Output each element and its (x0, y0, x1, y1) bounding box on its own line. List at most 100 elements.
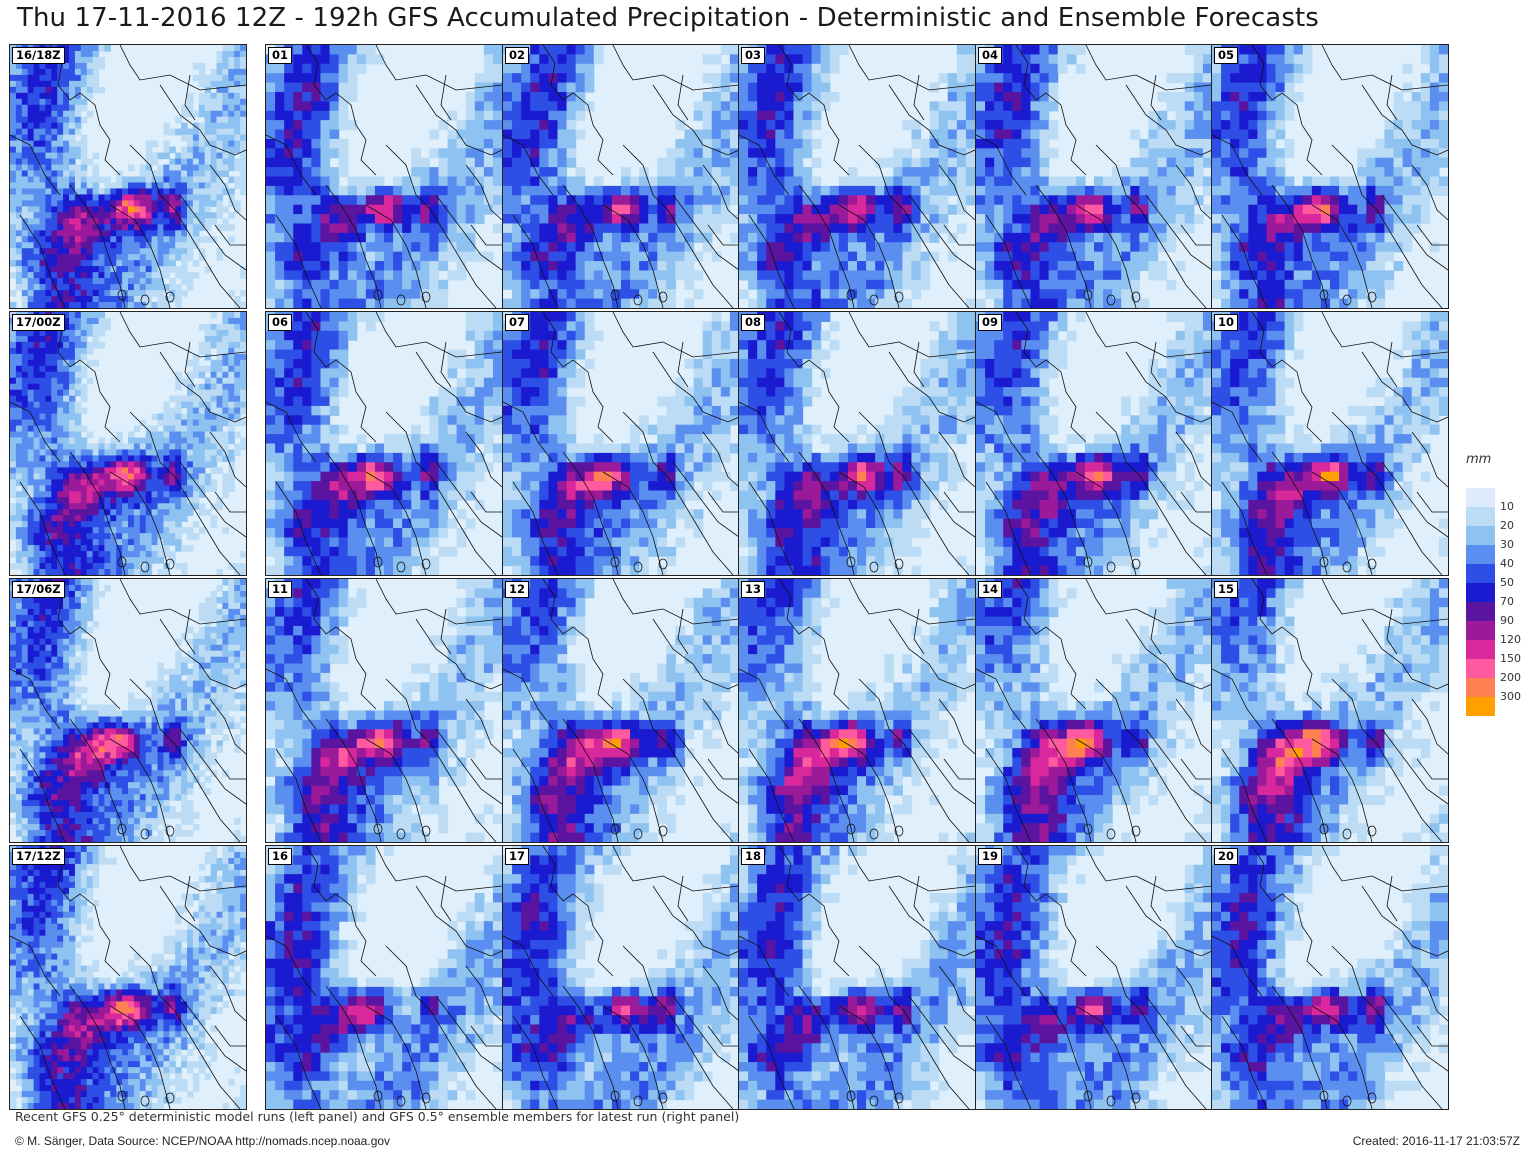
island-outline (610, 1090, 620, 1102)
forecast-panel: 17/12Z (9, 845, 247, 1110)
country-border (1125, 885, 1212, 957)
precipitation-map (10, 45, 246, 308)
island-outline (1106, 1095, 1116, 1107)
island-outline (1342, 561, 1352, 573)
forecast-panel: 05 (1211, 44, 1449, 309)
panel-label: 06 (268, 314, 293, 331)
island-outline (633, 1095, 643, 1107)
country-border (10, 935, 61, 997)
country-border (1125, 84, 1212, 156)
country-border (913, 74, 925, 121)
country-border (1311, 738, 1373, 842)
legend-tick-label: 300 (1500, 690, 1521, 703)
island-outline (396, 294, 406, 306)
country-border (375, 45, 502, 91)
country-border (49, 579, 121, 710)
panel-label: 03 (741, 47, 766, 64)
country-border (1321, 579, 1448, 625)
precipitation-grid (1212, 846, 1448, 1109)
island-outline (633, 561, 643, 573)
country-border (19, 214, 66, 308)
legend-tick-label: 90 (1500, 614, 1514, 627)
precipitation-grid (266, 45, 502, 308)
legend-swatch (1466, 488, 1495, 507)
precipitation-map (1212, 579, 1448, 842)
country-border (512, 214, 559, 308)
country-border (266, 668, 317, 730)
precipitation-map (503, 45, 739, 308)
precipitation-map (10, 846, 246, 1109)
country-border (179, 728, 246, 805)
country-border (1035, 184, 1092, 308)
precipitation-map (739, 579, 975, 842)
country-border (677, 341, 689, 388)
country-border (707, 224, 739, 246)
country-border (612, 312, 739, 358)
country-border (798, 451, 855, 575)
country-border (1212, 134, 1263, 196)
country-border (1150, 875, 1162, 922)
country-border (1381, 194, 1448, 271)
country-border (305, 846, 377, 977)
country-border (1085, 579, 1212, 625)
precipitation-grid (266, 846, 502, 1109)
country-border (385, 411, 497, 575)
country-border (305, 312, 377, 443)
country-border (707, 491, 739, 513)
country-border (739, 401, 790, 463)
country-border (465, 965, 502, 1022)
legend-tick-label: 10 (1500, 500, 1514, 513)
island-outline (396, 561, 406, 573)
island-outline (1342, 294, 1352, 306)
legend-swatch (1466, 659, 1495, 678)
island-outline (1106, 561, 1116, 573)
country-border (943, 758, 975, 780)
precipitation-grid (976, 312, 1212, 575)
country-border (1331, 144, 1443, 308)
country-border (119, 846, 246, 892)
panel-label: 17/06Z (12, 581, 65, 598)
legend-swatch (1466, 507, 1495, 526)
legend-tick-label: 50 (1500, 576, 1514, 589)
panel-label: 16 (268, 848, 293, 865)
island-outline (1367, 1092, 1377, 1104)
country-border (1386, 875, 1398, 922)
country-border (1331, 945, 1443, 1109)
country-border (976, 401, 1027, 463)
forecast-panel: 17 (502, 845, 740, 1110)
country-border (702, 698, 739, 755)
country-border (1175, 698, 1212, 755)
country-border (677, 608, 689, 655)
country-border (1075, 204, 1137, 308)
country-border (1416, 224, 1448, 246)
country-border (702, 965, 739, 1022)
country-border (435, 194, 502, 271)
precipitation-grid (10, 579, 246, 842)
island-outline (1106, 294, 1116, 306)
country-border (943, 224, 975, 246)
country-border (512, 1015, 559, 1109)
country-border (1035, 718, 1092, 842)
country-border (1411, 164, 1448, 221)
country-border (1271, 451, 1328, 575)
legend-swatch (1466, 545, 1495, 564)
country-border (707, 1025, 739, 1047)
panel-label: 16/18Z (12, 47, 65, 64)
country-border (1075, 1005, 1137, 1109)
island-outline (894, 1092, 904, 1104)
island-outline (1131, 825, 1141, 837)
legend-tick-label: 40 (1500, 557, 1514, 570)
country-border (652, 618, 739, 690)
precipitation-grid (739, 579, 975, 842)
island-outline (1342, 828, 1352, 840)
island-outline (373, 289, 383, 301)
country-border (1145, 194, 1212, 271)
precipitation-grid (1212, 45, 1448, 308)
country-border (1251, 312, 1323, 443)
country-border (908, 728, 975, 805)
country-border (562, 184, 619, 308)
country-border (748, 214, 795, 308)
country-border (672, 194, 739, 271)
country-border (179, 194, 246, 271)
island-outline (117, 823, 127, 835)
